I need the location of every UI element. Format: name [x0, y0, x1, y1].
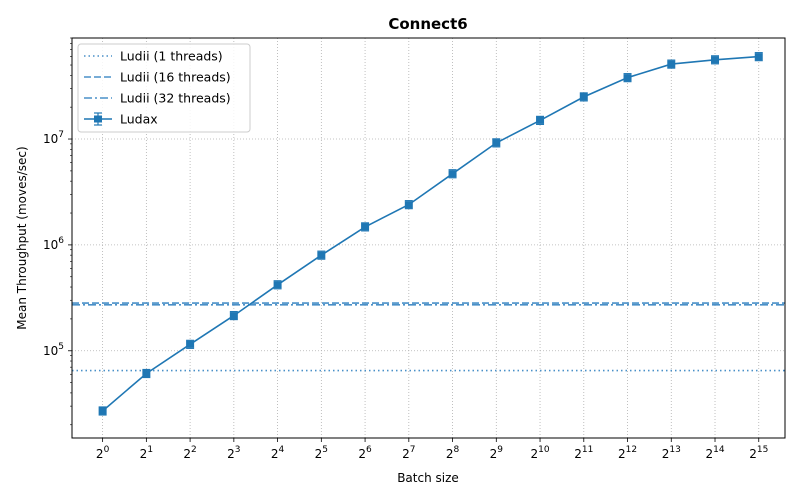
legend-box — [77, 43, 251, 133]
y-axis-label: Mean Throughput (moves/sec) — [15, 146, 29, 329]
legend-label: Ludii (32 threads) — [120, 91, 231, 106]
data-point — [273, 281, 282, 289]
data-point — [711, 56, 720, 64]
y-tick-label: 105 — [43, 342, 64, 358]
data-point — [754, 53, 763, 61]
x-tick-label: 27 — [402, 445, 415, 461]
x-tick-label: 23 — [227, 445, 240, 461]
x-tick-label: 20 — [96, 445, 110, 461]
ludax-line — [102, 55, 759, 412]
x-tick-label: 24 — [271, 445, 285, 461]
data-point — [448, 170, 457, 178]
data-point — [186, 340, 195, 348]
x-tick-label: 22 — [183, 445, 196, 461]
x-axis-ticks: 20 21 22 23 24 25 26 27 28 29 210 211 212 213 214 215 — [96, 438, 768, 461]
y-axis-ticks: 105 106 107 — [43, 37, 72, 426]
legend-marker — [94, 115, 102, 123]
chart-title: Connect6 — [388, 15, 467, 33]
x-axis-label: Batch size — [397, 471, 459, 485]
legend-label: Ludii (16 threads) — [120, 70, 231, 85]
x-tick-label: 215 — [749, 445, 768, 461]
y-tick-label: 107 — [43, 130, 64, 146]
x-tick-label: 211 — [574, 445, 593, 461]
data-point — [536, 116, 545, 124]
x-tick-label: 213 — [662, 445, 681, 461]
x-tick-label: 212 — [618, 445, 637, 461]
x-tick-label: 21 — [140, 445, 153, 461]
data-point — [98, 407, 107, 415]
data-point — [317, 251, 326, 259]
x-tick-label: 28 — [446, 445, 460, 461]
data-point — [667, 60, 676, 68]
legend-label: Ludax — [120, 112, 158, 127]
data-point — [579, 93, 588, 101]
data-point — [623, 74, 632, 82]
x-tick-label: 26 — [358, 445, 372, 461]
data-point — [361, 223, 370, 231]
plot-frame — [71, 37, 786, 439]
data-point — [142, 369, 151, 377]
legend-label: Ludii (1 threads) — [120, 49, 223, 64]
y-tick-label: 106 — [43, 236, 64, 252]
series-layer — [72, 52, 785, 416]
x-tick-label: 25 — [315, 445, 328, 461]
data-point — [404, 201, 413, 209]
x-tick-label: 29 — [490, 445, 504, 461]
data-point — [492, 139, 501, 147]
x-tick-label: 210 — [530, 445, 549, 461]
x-tick-label: 214 — [705, 445, 724, 461]
legend: Ludii (1 threads) Ludii (16 threads) Ludii… — [77, 43, 251, 133]
data-point — [229, 312, 238, 320]
